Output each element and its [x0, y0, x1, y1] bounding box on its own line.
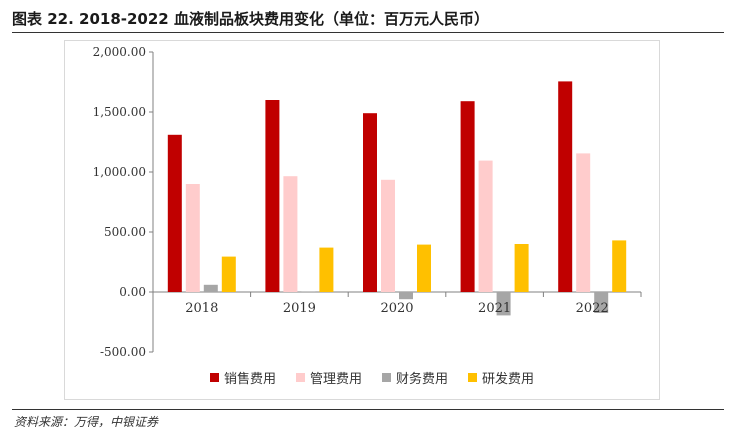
x-tick-label: 2020 [380, 301, 413, 316]
x-tick-label: 2022 [576, 301, 609, 316]
bar [265, 100, 280, 292]
x-tick-label: 2018 [185, 301, 218, 316]
bar [203, 284, 218, 292]
bar [417, 244, 431, 292]
legend-swatch [468, 373, 477, 382]
title-rule [12, 32, 724, 33]
legend-swatch [296, 373, 305, 382]
legend-label: 财务费用 [396, 371, 448, 387]
bar [185, 184, 200, 292]
bar [381, 179, 395, 292]
x-tick-label: 2019 [283, 301, 316, 316]
source-rule [12, 409, 724, 410]
bar [612, 240, 627, 292]
bar [514, 244, 529, 292]
bar [301, 291, 316, 292]
x-tick-label: 2021 [478, 301, 511, 316]
y-tick-label: -500.00 [100, 345, 146, 359]
y-tick-label: 1,000.00 [93, 165, 146, 179]
bar [363, 113, 377, 292]
bar [319, 247, 334, 292]
y-tick-label: 1,500.00 [93, 105, 146, 119]
y-tick-label: 2,000.00 [93, 45, 146, 59]
legend-label: 管理费用 [310, 372, 362, 387]
bar [399, 292, 413, 300]
bar [594, 292, 609, 313]
bar [558, 81, 573, 293]
bar [221, 256, 236, 292]
y-tick-label: 500.00 [104, 225, 146, 239]
bar [576, 153, 591, 292]
y-tick-label: 0.00 [119, 285, 146, 299]
legend-label: 研发费用 [482, 371, 534, 387]
legend-swatch [210, 373, 219, 382]
bar [478, 160, 493, 292]
legend-swatch [382, 373, 391, 382]
bar [496, 292, 511, 316]
bar [167, 134, 182, 292]
bar [283, 176, 298, 292]
legend-label: 销售费用 [224, 371, 276, 387]
bar [460, 101, 475, 292]
source-note: 资料来源：万得，中银证券 [14, 415, 159, 429]
figure-title: 图表 22. 2018-2022 血液制品板块费用变化（单位：百万元人民币） [12, 10, 489, 28]
chart-frame [64, 40, 660, 400]
